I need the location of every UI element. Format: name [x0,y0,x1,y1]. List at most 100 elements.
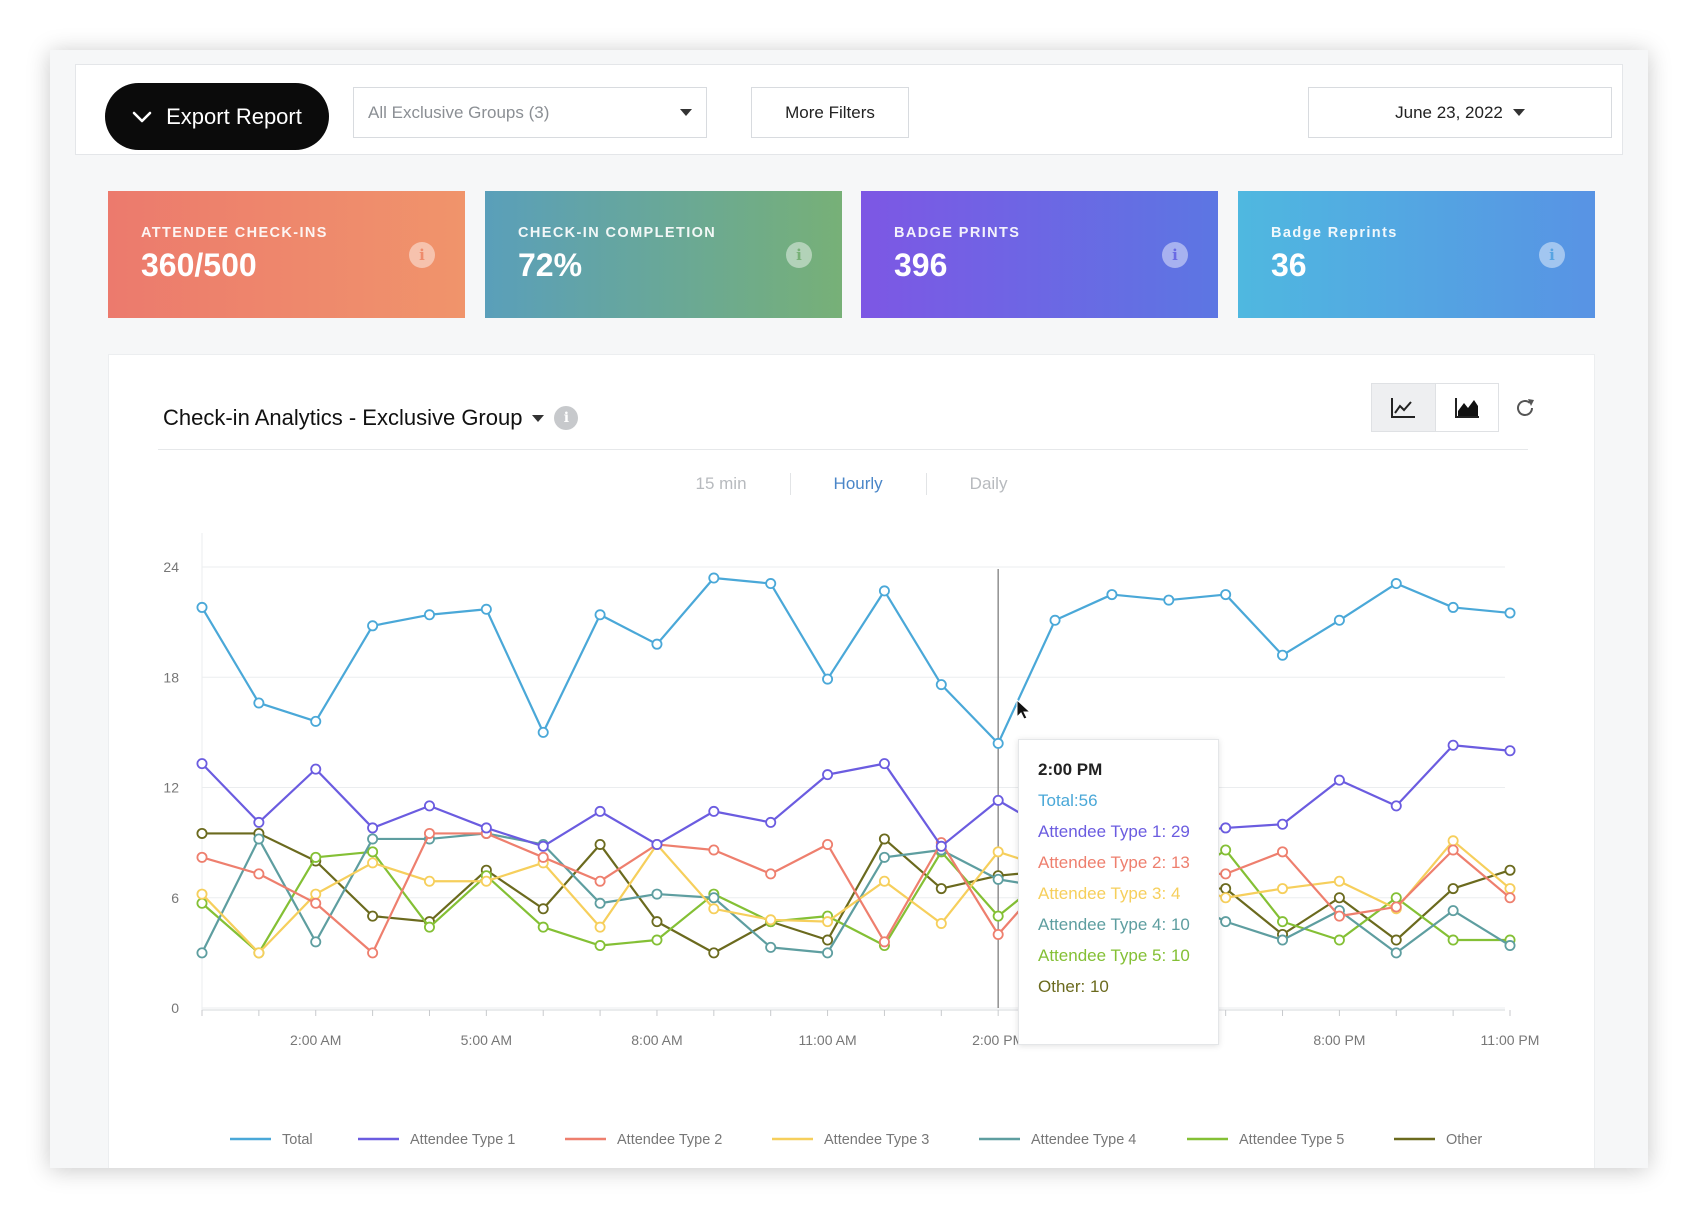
data-point [196,827,208,839]
stat-card-label: BADGE PRINTS [894,225,1021,241]
data-point [1390,578,1402,590]
data-point [196,947,208,959]
series-line [201,832,1511,954]
tooltip-row: Attendee Type 5: 10 [1038,946,1190,965]
legend-label: Attendee Type 4 [1031,1132,1136,1148]
data-point [992,737,1004,749]
data-point [367,833,379,845]
data-point [708,805,720,817]
data-point [1333,910,1345,922]
stat-card-badge-reprints: Badge Reprints 36 i [1238,191,1595,318]
data-point [1504,892,1516,904]
data-point [992,846,1004,858]
data-point [935,883,947,895]
data-point [651,638,663,650]
info-icon[interactable]: i [786,242,812,268]
tab-15-min[interactable]: 15 min [653,473,791,495]
legend-label: Attendee Type 1 [410,1132,515,1148]
data-point [367,846,379,858]
date-picker[interactable]: June 23, 2022 [1308,87,1612,138]
line-chart-button[interactable] [1372,384,1436,431]
export-report-label: Export Report [166,103,302,129]
data-point [1106,589,1118,601]
stat-card-check-in-completion: CHECK-IN COMPLETION 72% i [485,191,842,318]
area-chart-button[interactable] [1436,384,1499,431]
info-icon[interactable]: i [1539,242,1565,268]
data-point [253,833,265,845]
data-point [1390,901,1402,913]
data-point [1220,844,1232,856]
y-tick-label: 0 [171,1000,179,1016]
data-point [1333,774,1345,786]
data-point [423,827,435,839]
data-point [708,892,720,904]
data-point [1390,947,1402,959]
group-select-value: All Exclusive Groups (3) [368,102,550,122]
date-value: June 23, 2022 [1395,102,1503,122]
data-point [765,914,777,926]
data-point [992,794,1004,806]
tooltip-row: Attendee Type 3: 4 [1038,884,1181,903]
x-tick-label: 5:00 AM [461,1032,512,1048]
caret-down-icon [680,109,692,116]
data-point [253,868,265,880]
data-point [594,805,606,817]
more-filters-button[interactable]: More Filters [751,87,909,138]
tab-hourly[interactable]: Hourly [791,473,927,495]
data-point [253,697,265,709]
data-point [1277,649,1289,661]
stat-card-value: 396 [894,247,948,283]
chevron-down-icon [132,111,152,122]
info-icon[interactable]: i [1162,242,1188,268]
info-icon[interactable]: i [554,406,579,430]
data-point [310,763,322,775]
dashboard-window: Export Report All Exclusive Groups (3) M… [50,50,1648,1168]
y-tick-label: 12 [163,780,179,796]
data-point [594,838,606,850]
mouse-cursor-icon [1016,698,1032,720]
data-point [878,833,890,845]
panel-title[interactable]: Check-in Analytics - Exclusive Group i [163,405,579,431]
data-point [651,888,663,900]
data-point [1504,883,1516,895]
data-point [1504,940,1516,952]
y-tick-label: 24 [163,559,179,575]
data-point [310,851,322,863]
data-point [1504,607,1516,619]
tooltip-row: Attendee Type 4: 10 [1038,915,1190,934]
tab-daily[interactable]: Daily [969,474,1008,493]
area-chart-icon [1454,397,1479,418]
data-point [594,921,606,933]
more-filters-label: More Filters [785,102,875,122]
legend-label: Other [1446,1132,1482,1148]
data-point [822,934,834,946]
data-point [1447,601,1459,613]
data-point [367,910,379,922]
export-report-button[interactable]: Export Report [105,83,329,150]
data-point [1163,594,1175,606]
data-point [878,875,890,887]
data-point [1390,934,1402,946]
stat-card-value: 360/500 [141,247,257,283]
y-tick-label: 18 [163,669,179,685]
tooltip-row: Total:56 [1038,791,1098,810]
info-icon[interactable]: i [409,242,435,268]
data-point [480,822,492,834]
stat-card-value: 72% [518,247,583,283]
data-point [367,857,379,869]
data-point [196,888,208,900]
legend-label: Total [282,1132,313,1148]
y-tick-label: 6 [171,890,179,906]
refresh-button[interactable] [1512,395,1538,421]
data-point [992,929,1004,941]
stat-card-value: 36 [1271,247,1307,283]
data-point [992,873,1004,885]
x-tick-label: 8:00 AM [631,1032,682,1048]
tooltip-row: Attendee Type 1: 29 [1038,822,1190,841]
data-point [708,903,720,915]
group-select[interactable]: All Exclusive Groups (3) [353,87,707,138]
check-in-analytics-panel: Check-in Analytics - Exclusive Group i [108,354,1595,1168]
data-point [310,888,322,900]
data-point [1333,892,1345,904]
data-point [253,816,265,828]
